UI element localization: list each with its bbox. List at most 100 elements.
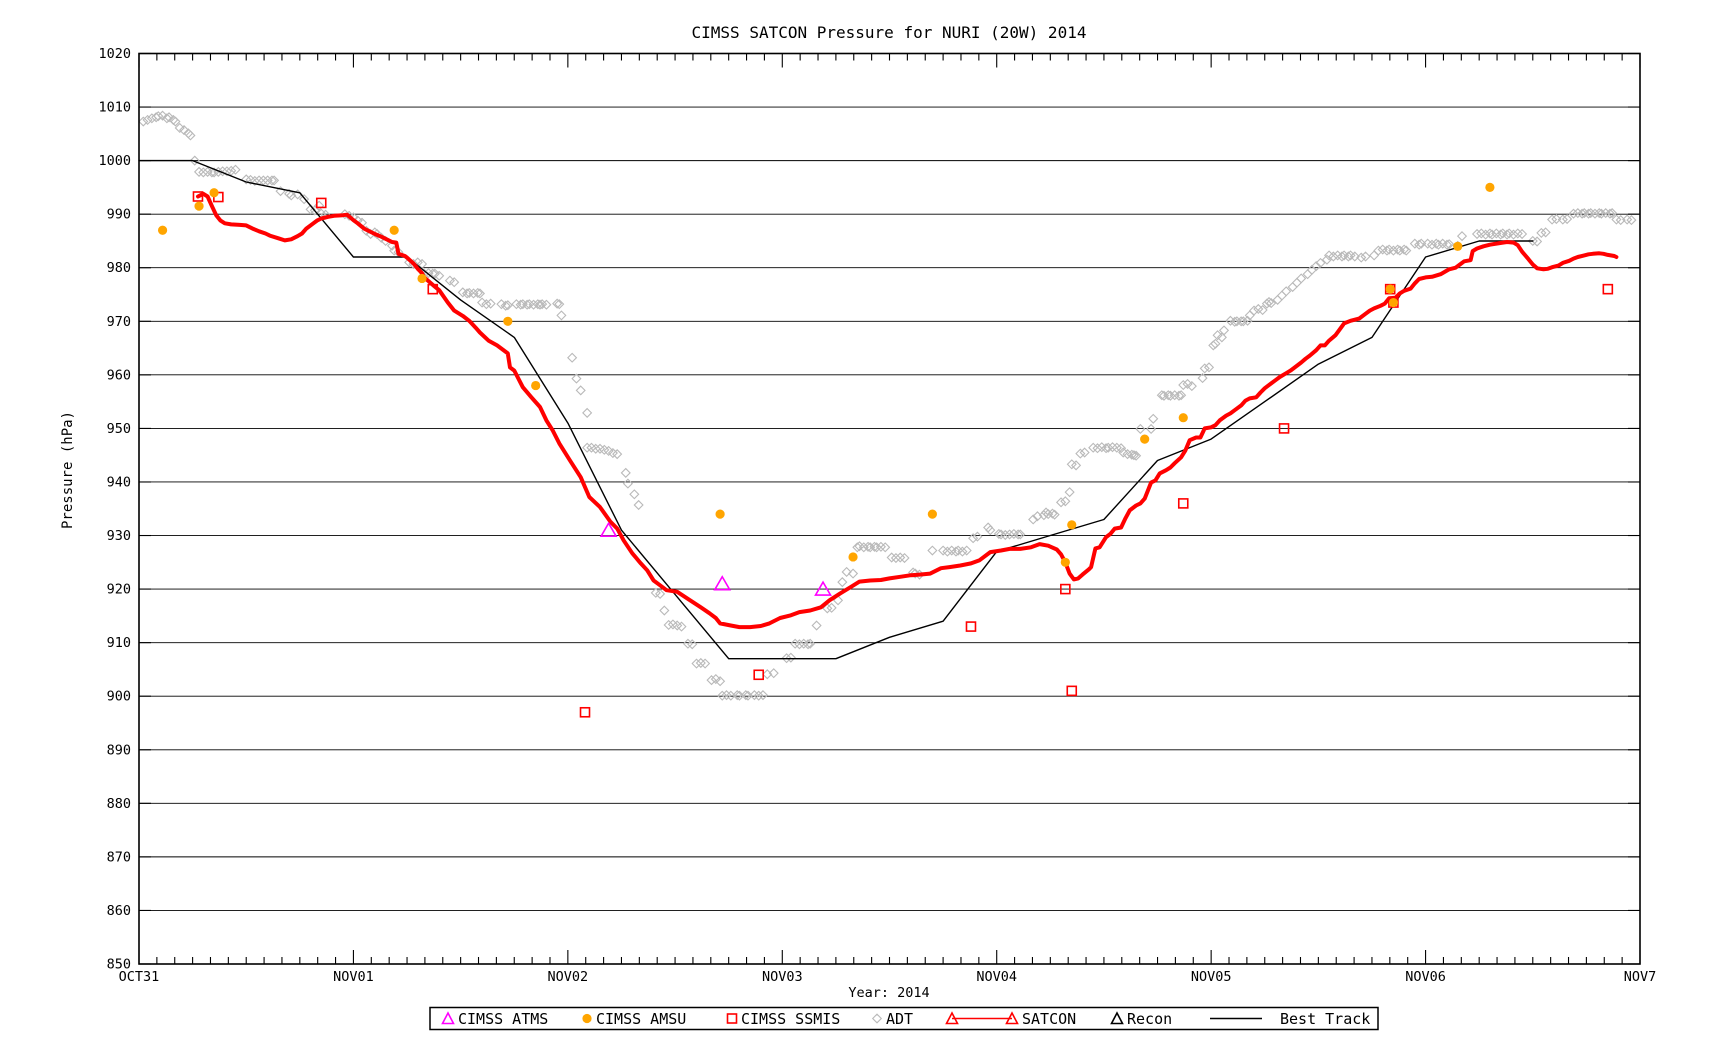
amsu-circle-marker <box>1140 434 1150 444</box>
adt-diamond-marker <box>1373 245 1384 256</box>
adt-diamond-marker <box>875 541 887 552</box>
adt-diamond-marker <box>1131 450 1142 461</box>
adt-diamond-marker <box>1426 239 1438 250</box>
adt-diamond-marker <box>946 545 957 556</box>
ssmis-square-marker <box>315 197 327 209</box>
ssmis-square-marker <box>1602 283 1614 295</box>
satcon-line <box>196 191 1619 630</box>
adt-diamond-marker <box>757 690 769 701</box>
adt-diamond-marker <box>1369 250 1380 261</box>
legend-label: CIMSS AMSU <box>596 1010 686 1028</box>
adt-diamond-marker <box>1276 290 1287 301</box>
adt-diamond-marker <box>603 445 614 456</box>
adt-diamond-marker <box>1248 305 1260 316</box>
plot-border <box>138 52 1641 965</box>
adt-diamond-marker <box>1401 245 1412 256</box>
triangle-marker <box>1110 1011 1124 1025</box>
amsu-circle-marker <box>927 509 937 519</box>
y-tick-label: 870 <box>107 849 131 865</box>
adt-diamond-marker <box>1471 228 1483 240</box>
adt-diamond-marker <box>1208 340 1219 351</box>
adt-diamond-marker <box>193 166 205 177</box>
triangle-marker <box>1005 1011 1019 1025</box>
y-tick-label: 890 <box>107 742 131 758</box>
adt-diamond-marker <box>1253 303 1264 315</box>
adt-diamond-marker <box>1064 487 1075 498</box>
triangle-marker <box>713 575 732 591</box>
adt-diamond-marker <box>269 175 280 186</box>
adt-diamond-marker <box>1103 442 1114 453</box>
adt-diamond-marker <box>541 299 552 310</box>
amsu-circle-marker <box>1067 520 1077 530</box>
adt-diamond-marker <box>1176 390 1187 401</box>
adt-diamond-marker <box>571 373 582 384</box>
ssmis-square-marker <box>965 621 977 632</box>
ssmis-square-marker <box>579 706 591 718</box>
adt-diamond-marker <box>1238 316 1249 327</box>
adt-diamond-marker <box>768 668 779 679</box>
adt-diamond-marker <box>1186 381 1197 392</box>
ssmis-square-marker <box>427 283 439 295</box>
adt-diamond-marker <box>1060 496 1071 507</box>
adt-diamond-marker <box>1441 239 1453 250</box>
y-tick-label: 860 <box>107 903 131 919</box>
x-axis-caption: Year: 2014 <box>848 985 929 1001</box>
adt-diamond-marker <box>221 166 232 177</box>
adt-diamond-marker <box>961 545 972 556</box>
adt-diamond-marker <box>1118 447 1129 458</box>
adt-diamond-marker <box>157 110 168 121</box>
adt-diamond-marker <box>217 166 228 177</box>
adt-diamond-marker <box>1491 228 1502 239</box>
adt-diamond-marker <box>1399 244 1410 255</box>
adt-diamond-marker <box>1182 378 1193 390</box>
adt-diamond-marker <box>732 690 743 701</box>
adt-diamond-marker <box>1281 286 1292 297</box>
adt-diamond-marker <box>1622 214 1633 225</box>
adt-diamond-marker <box>1486 229 1498 240</box>
ssmis-square-marker <box>726 1013 738 1024</box>
y-tick-label: 920 <box>107 582 131 598</box>
adt-diamond-marker <box>612 449 623 460</box>
adt-diamond-marker <box>1055 497 1067 508</box>
adt-diamond-marker <box>1266 298 1277 309</box>
adt-diamond-marker <box>1547 214 1558 225</box>
adt-diamond-marker <box>1079 447 1090 458</box>
adt-diamond-marker <box>153 111 164 122</box>
adt-diamond-marker <box>142 114 153 125</box>
amsu-circle-marker <box>1385 284 1395 294</box>
adt-diamond-marker <box>1444 239 1455 250</box>
adt-diamond-marker <box>1049 509 1060 520</box>
adt-diamond-marker <box>1626 214 1637 226</box>
y-tick-label: 910 <box>107 635 131 651</box>
legend-label: CIMSS SSMIS <box>741 1010 840 1028</box>
series-satcon <box>196 191 1619 630</box>
adt-diamond-marker <box>258 175 269 186</box>
adt-diamond-marker <box>1128 450 1140 461</box>
legend-item-satcon: SATCON <box>945 1010 1076 1028</box>
adt-diamond-marker <box>1165 390 1176 401</box>
triangle-marker <box>441 1011 455 1025</box>
adt-diamond-marker <box>1568 208 1579 219</box>
amsu-circle-marker <box>1178 413 1188 423</box>
adt-diamond-marker <box>1360 251 1371 262</box>
adt-diamond-marker <box>1512 228 1523 239</box>
adt-diamond-marker <box>687 639 698 650</box>
gridlines <box>139 106 1640 911</box>
y-tick-label: 900 <box>107 689 131 705</box>
series-adt <box>138 110 1637 701</box>
adt-diamond-marker <box>1296 273 1307 284</box>
adt-diamond-marker <box>972 531 983 542</box>
adt-diamond-marker <box>444 275 455 286</box>
adt-diamond-marker <box>1291 277 1302 288</box>
adt-diamond-marker <box>938 545 949 556</box>
adt-diamond-marker <box>968 533 979 544</box>
series-cimss-atms <box>599 521 832 596</box>
adt-diamond-marker <box>202 166 213 177</box>
adt-diamond-marker <box>1332 250 1343 261</box>
adt-diamond-marker <box>871 542 882 553</box>
adt-diamond-marker <box>1422 238 1433 249</box>
adt-diamond-marker <box>1324 250 1335 261</box>
ssmis-square-marker <box>1278 423 1290 434</box>
adt-diamond-marker <box>464 287 475 298</box>
adt-diamond-marker <box>1527 235 1538 247</box>
